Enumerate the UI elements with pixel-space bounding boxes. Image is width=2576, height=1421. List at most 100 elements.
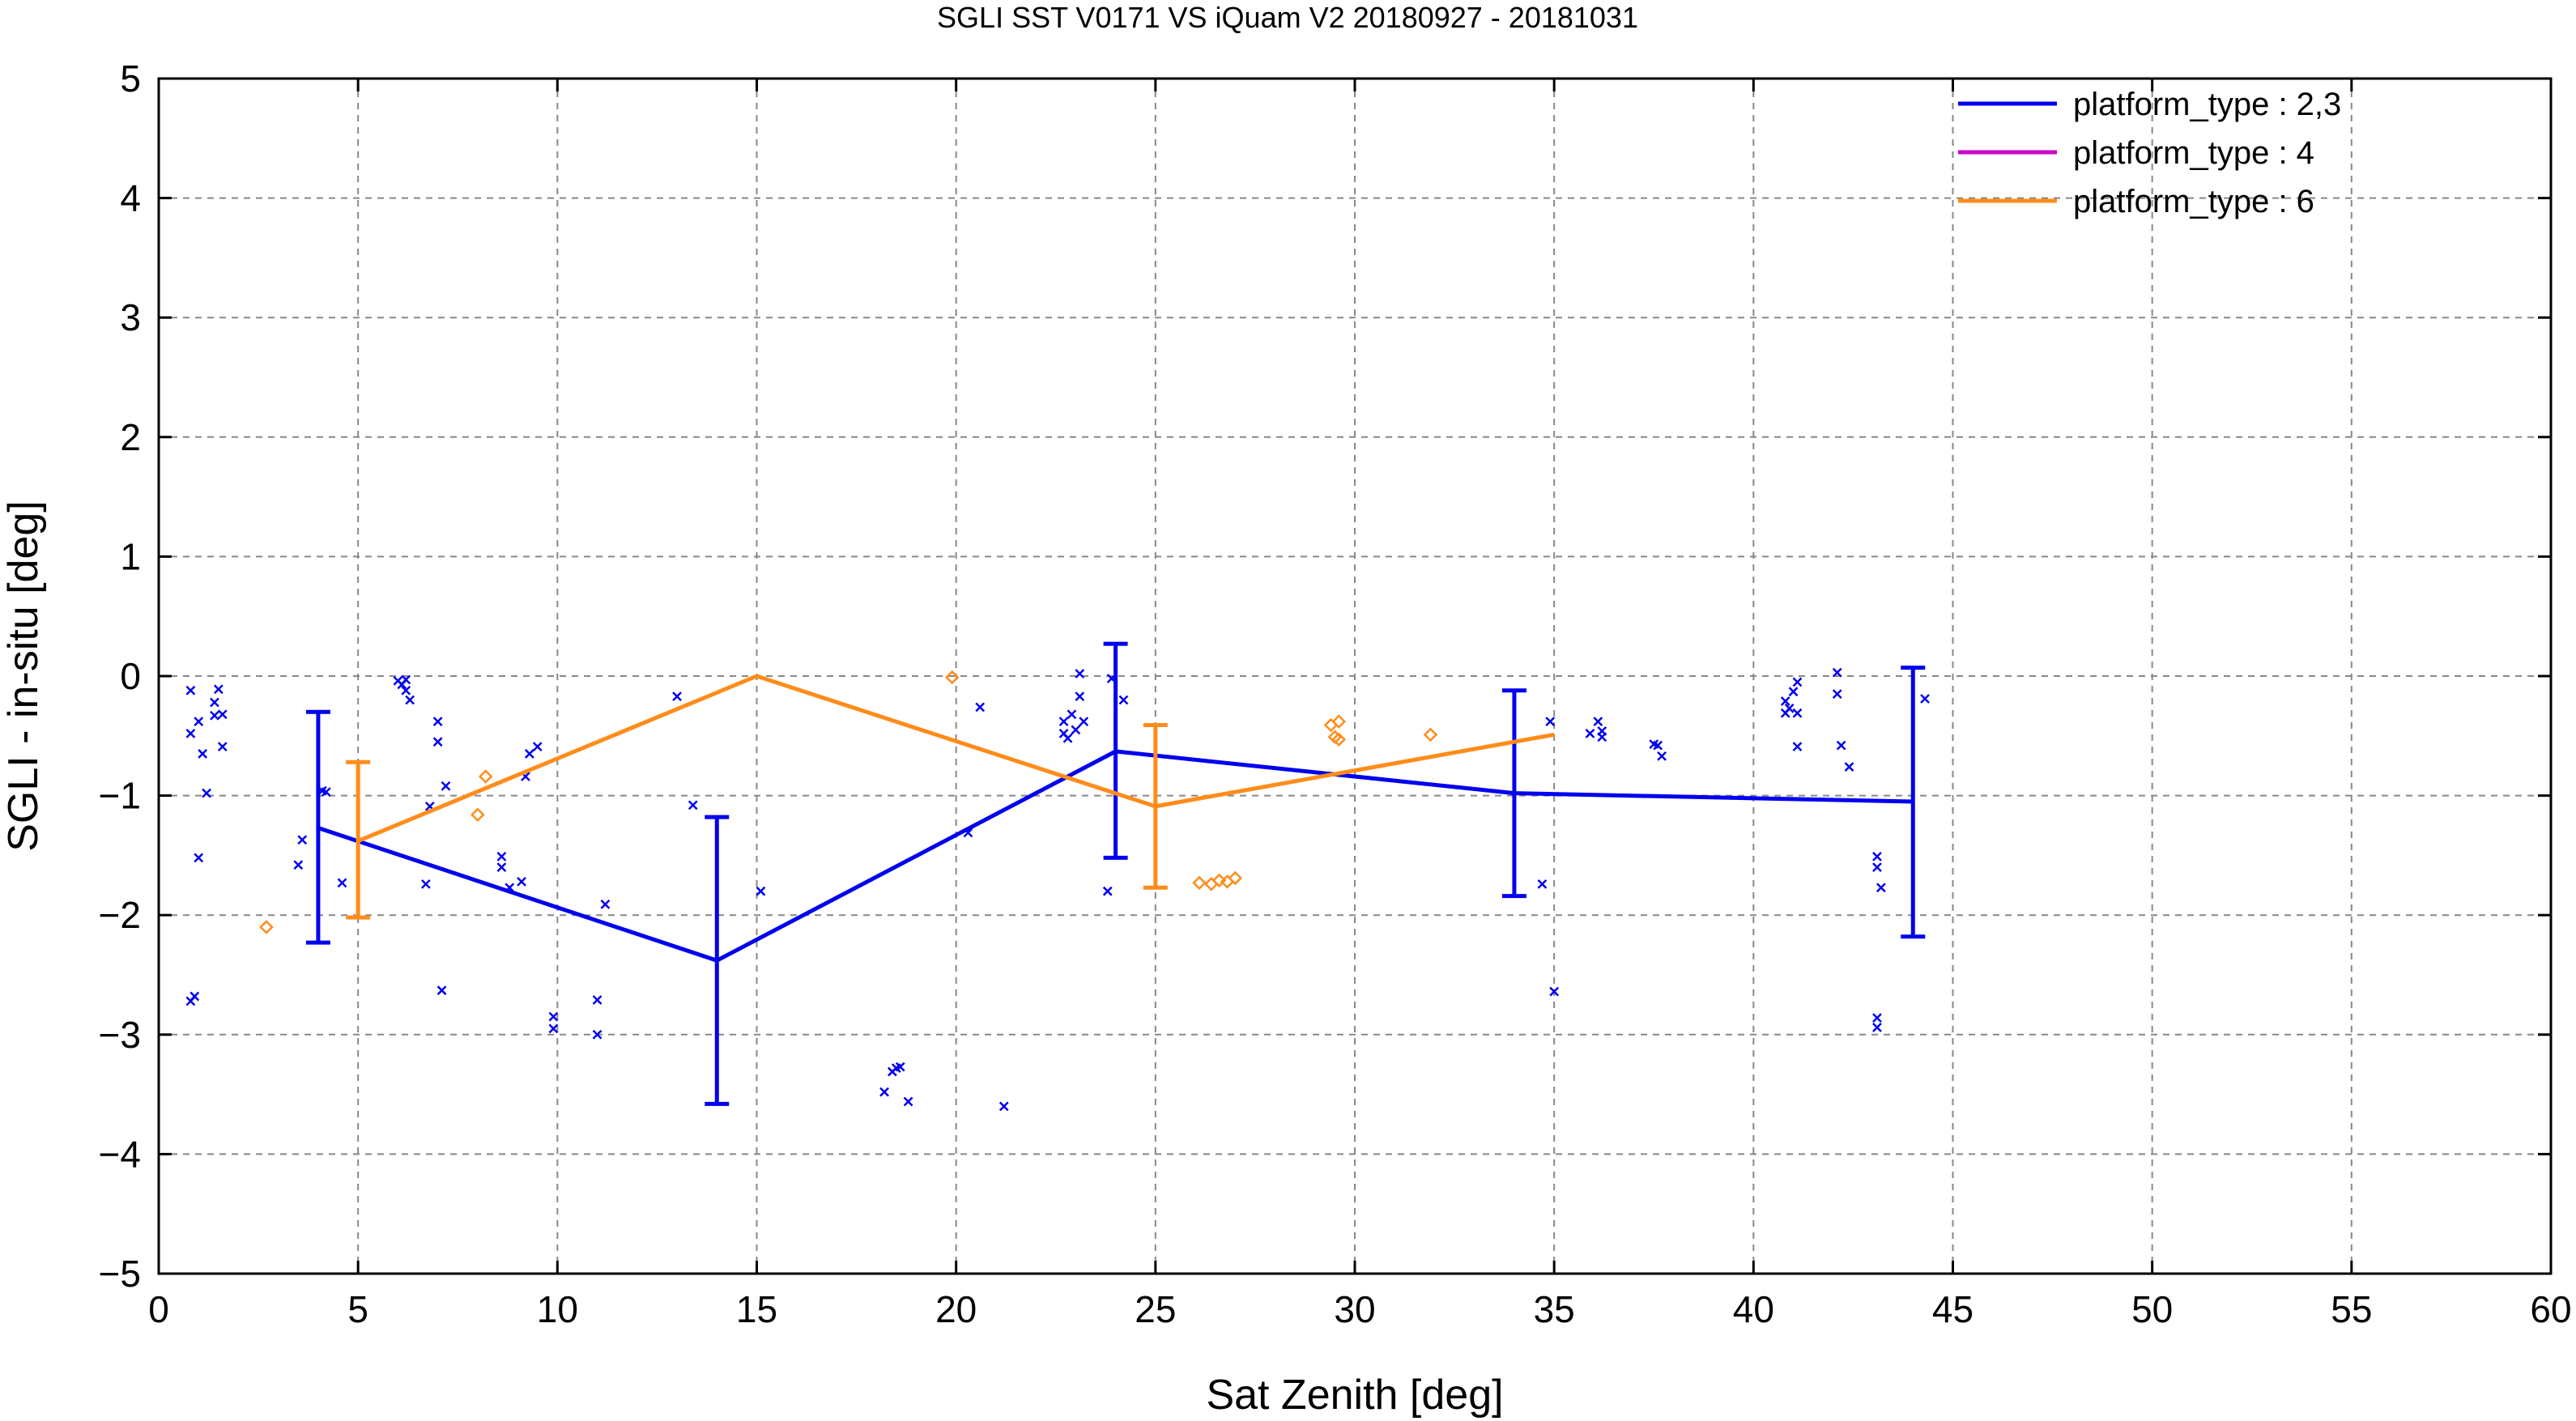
plot-frame xyxy=(157,77,2553,1275)
data-point xyxy=(441,781,451,791)
data-point xyxy=(548,1011,559,1022)
legend-label: platform_type : 4 xyxy=(2073,135,2314,171)
data-point xyxy=(1075,669,1085,679)
x-tick-label: 50 xyxy=(2131,1288,2173,1330)
data-point xyxy=(1058,717,1069,726)
data-point xyxy=(1872,1013,1882,1023)
data-point xyxy=(321,787,331,798)
legend-label: platform_type : 2,3 xyxy=(2073,87,2341,122)
data-point xyxy=(1228,870,1243,886)
chart-title: SGLI SST V0171 VS iQuam V2 20180927 - 20… xyxy=(937,1,1638,34)
data-point xyxy=(1331,732,1347,747)
legend-entry: platform_type : 4 xyxy=(1958,135,2314,171)
data-point xyxy=(1545,717,1556,726)
data-point xyxy=(401,685,411,696)
data-point xyxy=(1079,717,1089,726)
data-point xyxy=(903,1096,913,1107)
legend: platform_type : 2,3 platform_type : 4 plat… xyxy=(1958,87,2341,219)
data-point xyxy=(879,1087,889,1097)
error-bar xyxy=(346,759,371,920)
y-axis-label: SGLI - in-situ [deg] xyxy=(0,500,47,852)
y-tick-label: −2 xyxy=(99,894,141,936)
series-3 xyxy=(259,670,1555,934)
data-point xyxy=(1872,862,1882,873)
data-point xyxy=(1537,879,1548,889)
data-point xyxy=(1836,740,1846,751)
data-point xyxy=(478,769,493,784)
y-tick-label: −4 xyxy=(99,1133,141,1175)
x-tick-label: 5 xyxy=(347,1288,368,1330)
data-point xyxy=(1549,986,1560,997)
data-point xyxy=(1192,875,1207,891)
data-point xyxy=(1792,677,1803,687)
legend-entry: platform_type : 6 xyxy=(1958,184,2314,219)
data-point xyxy=(1653,740,1663,751)
x-tick-label: 0 xyxy=(148,1288,169,1330)
data-point xyxy=(1872,1023,1882,1032)
data-point xyxy=(185,685,196,696)
x-tick-label: 60 xyxy=(2530,1288,2571,1330)
series-layer xyxy=(185,641,1930,1112)
x-tick-label: 25 xyxy=(1135,1288,1176,1330)
data-point xyxy=(998,1101,1009,1112)
data-point xyxy=(1792,708,1803,718)
series-1 xyxy=(185,641,1930,1112)
legend-label: platform_type : 6 xyxy=(2073,184,2314,219)
data-point xyxy=(1792,742,1803,751)
data-point xyxy=(600,900,611,909)
data-point xyxy=(293,860,304,870)
data-point xyxy=(592,1029,602,1040)
data-point xyxy=(496,862,507,873)
data-point xyxy=(1331,714,1347,729)
data-point xyxy=(1872,851,1882,862)
x-tick-label: 15 xyxy=(736,1288,777,1330)
data-point xyxy=(1780,696,1790,706)
y-tick-label: 5 xyxy=(120,57,141,100)
data-point xyxy=(405,695,415,705)
x-tick-label: 20 xyxy=(935,1288,977,1330)
data-point xyxy=(1784,703,1795,713)
data-point xyxy=(524,749,534,759)
data-point xyxy=(1597,732,1607,742)
data-point xyxy=(517,876,526,887)
data-point xyxy=(1075,691,1085,701)
x-tick-label: 45 xyxy=(1932,1288,1974,1330)
data-point xyxy=(213,684,224,695)
data-point xyxy=(756,886,766,896)
data-point xyxy=(688,800,698,810)
data-point xyxy=(436,985,447,996)
data-point xyxy=(1211,873,1227,888)
data-point xyxy=(210,697,219,708)
data-point xyxy=(944,670,960,685)
data-point xyxy=(194,717,204,726)
data-point xyxy=(210,710,219,721)
data-point xyxy=(592,995,602,1005)
data-point xyxy=(1067,709,1077,720)
data-point xyxy=(1593,717,1603,726)
data-point xyxy=(1118,695,1129,705)
x-tick-label: 35 xyxy=(1534,1288,1575,1330)
legend-entry: platform_type : 2,3 xyxy=(1958,87,2341,122)
data-point xyxy=(1657,751,1667,761)
y-tick-label: 1 xyxy=(120,535,141,577)
data-point xyxy=(672,691,682,701)
data-point xyxy=(1071,725,1081,735)
data-point xyxy=(1920,694,1930,704)
error-bar xyxy=(1901,666,1926,939)
data-point xyxy=(297,835,308,845)
data-point xyxy=(1876,883,1886,893)
data-point xyxy=(548,1023,559,1034)
data-point xyxy=(337,878,347,888)
data-point xyxy=(1062,733,1073,743)
data-point xyxy=(202,788,211,798)
data-point xyxy=(1832,689,1842,700)
error-bar xyxy=(1143,723,1168,890)
y-tick-label: 2 xyxy=(120,416,141,458)
data-point xyxy=(185,728,196,738)
data-point xyxy=(189,991,200,1002)
y-tick-label: 3 xyxy=(120,296,141,338)
data-point xyxy=(1585,728,1595,738)
y-tick-label: −3 xyxy=(99,1014,141,1056)
